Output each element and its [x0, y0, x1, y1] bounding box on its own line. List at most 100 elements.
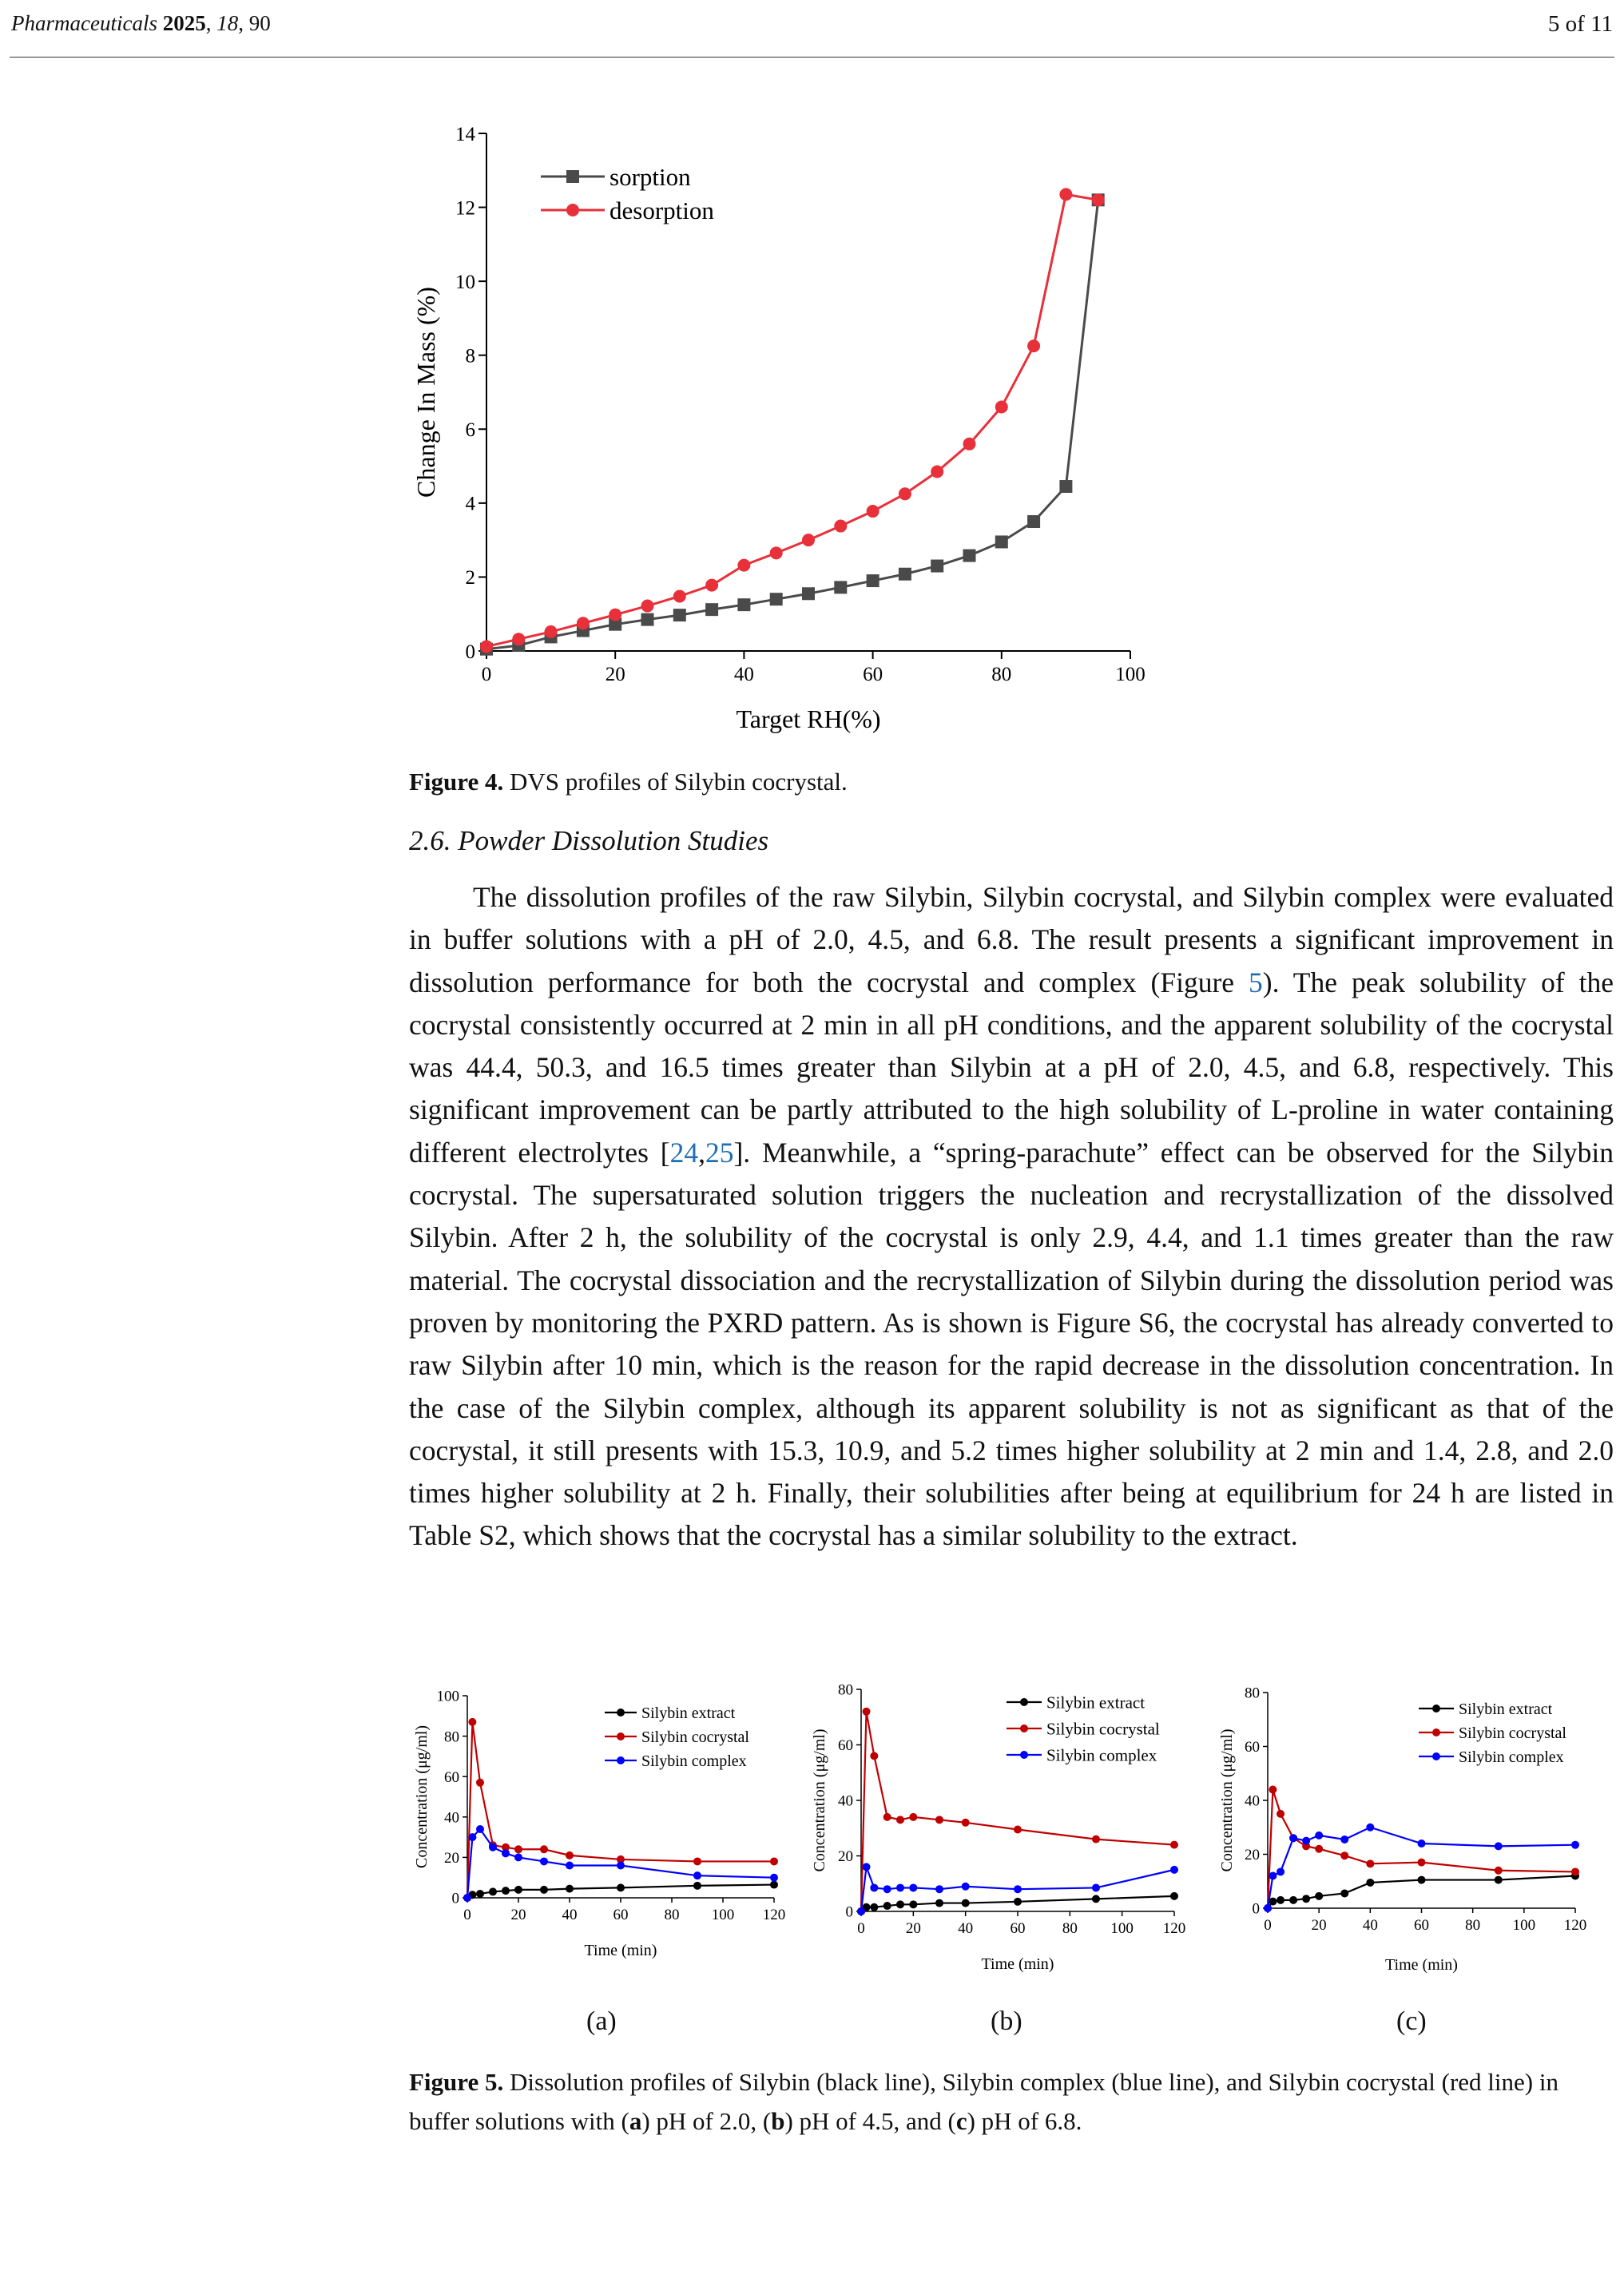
data-point	[540, 1885, 548, 1894]
x-tick-label: 120	[763, 1907, 786, 1923]
data-point	[1170, 1865, 1178, 1874]
x-tick-label: 0	[482, 664, 492, 685]
caption-a: a	[629, 2107, 642, 2135]
y-tick-label: 0	[466, 641, 476, 663]
x-tick-label: 0	[857, 1920, 865, 1937]
data-point	[1366, 1823, 1375, 1832]
article-number: 90	[248, 11, 271, 35]
data-point	[1059, 188, 1073, 201]
data-point	[883, 1812, 891, 1821]
data-point	[862, 1707, 871, 1716]
section-heading: 2.6. Powder Dissolution Studies	[409, 825, 768, 857]
x-tick-label: 60	[1414, 1917, 1429, 1934]
data-point	[909, 1883, 918, 1892]
legend-marker	[617, 1709, 625, 1716]
para-text-1: The dissolution profiles of the raw Sily…	[409, 881, 1614, 998]
data-point	[898, 567, 911, 581]
figure-4-chart: 0 20 40 60 80 100 0 2 4 6 8 10 12 14 Target RH(%) Chang…	[411, 124, 1146, 733]
data-point	[1494, 1842, 1503, 1851]
x-tick-label: 100	[1115, 664, 1146, 685]
y-tick-label: 80	[1245, 1685, 1260, 1702]
y-tick-label: 10	[455, 272, 475, 293]
x-tick-label: 60	[863, 664, 883, 685]
data-point	[480, 640, 493, 653]
data-point	[995, 535, 1008, 549]
y-tick-label: 14	[455, 124, 476, 145]
data-point	[935, 1885, 943, 1894]
data-point	[870, 1903, 879, 1911]
data-point	[963, 437, 976, 450]
data-point	[883, 1902, 891, 1911]
x-tick-label: 100	[1513, 1917, 1536, 1934]
data-point	[1366, 1878, 1375, 1887]
data-point	[909, 1812, 918, 1821]
data-point	[870, 1752, 879, 1760]
data-point	[1571, 1867, 1579, 1876]
x-axis-label: Time (min)	[1385, 1956, 1458, 1974]
data-point	[1494, 1875, 1503, 1884]
data-point	[834, 581, 848, 594]
legend-marker	[1020, 1751, 1028, 1759]
y-tick-label: 0	[452, 1891, 460, 1907]
data-point	[514, 1853, 522, 1862]
para-text-3: ]. Meanwhile, a “spring-parachute” effec…	[409, 1136, 1614, 1552]
body-paragraph: The dissolution profiles of the raw Sily…	[409, 876, 1614, 1558]
data-point	[463, 1894, 471, 1902]
y-tick-label: 40	[838, 1793, 853, 1810]
y-tick-label: 12	[455, 197, 475, 219]
data-point	[1091, 193, 1105, 207]
data-point	[1014, 1885, 1022, 1894]
data-point	[802, 534, 815, 547]
data-point	[502, 1887, 510, 1895]
data-point	[737, 558, 751, 572]
data-point	[1027, 515, 1041, 528]
x-axis-label: Target RH(%)	[736, 704, 880, 733]
data-point	[540, 1857, 548, 1866]
x-tick-label: 40	[734, 664, 754, 685]
data-point	[896, 1816, 904, 1824]
legend-marker	[1020, 1724, 1028, 1732]
data-point	[1340, 1889, 1349, 1898]
data-point	[1277, 1895, 1285, 1904]
reference-24-link[interactable]: 24	[669, 1136, 699, 1169]
data-point	[617, 1883, 625, 1892]
series-line	[466, 1721, 774, 1899]
journal-volume: 18	[216, 11, 239, 35]
y-tick-label: 60	[1245, 1739, 1260, 1756]
data-point	[1092, 1883, 1100, 1892]
data-point	[1027, 339, 1041, 353]
y-tick-label: 20	[838, 1848, 853, 1865]
y-tick-label: 2	[466, 567, 476, 589]
data-point	[617, 1855, 625, 1863]
data-point	[705, 578, 719, 592]
journal-year: 2025	[162, 11, 206, 35]
data-point	[641, 599, 654, 613]
data-point	[468, 1833, 477, 1842]
page-number: 5 of 11	[1547, 11, 1613, 37]
data-point	[1264, 1904, 1272, 1912]
y-tick-label: 8	[466, 345, 476, 367]
reference-25-link[interactable]: 25	[705, 1136, 734, 1169]
data-point	[705, 603, 719, 617]
data-point	[1417, 1840, 1426, 1847]
y-tick-label: 60	[444, 1769, 459, 1786]
y-tick-label: 60	[838, 1737, 853, 1754]
series-line	[1266, 1789, 1576, 1909]
data-point	[566, 1861, 574, 1870]
data-point	[673, 589, 686, 603]
y-tick-label: 6	[466, 419, 476, 441]
data-point	[514, 1885, 522, 1894]
data-point	[1014, 1897, 1022, 1906]
data-point	[857, 1907, 865, 1915]
data-point	[1315, 1831, 1324, 1840]
data-point	[866, 505, 880, 518]
x-tick-label: 20	[1312, 1917, 1327, 1934]
data-point	[909, 1900, 918, 1909]
sublabel-c: (c)	[1396, 2006, 1427, 2036]
legend-label: Silybin cocrystal	[641, 1728, 749, 1746]
figure-5-link[interactable]: 5	[1249, 966, 1263, 998]
legend-label: Silybin extract	[641, 1705, 736, 1722]
y-tick-label: 40	[444, 1809, 459, 1826]
data-point	[1340, 1851, 1349, 1860]
journal-name: Pharmaceuticals	[11, 11, 157, 35]
